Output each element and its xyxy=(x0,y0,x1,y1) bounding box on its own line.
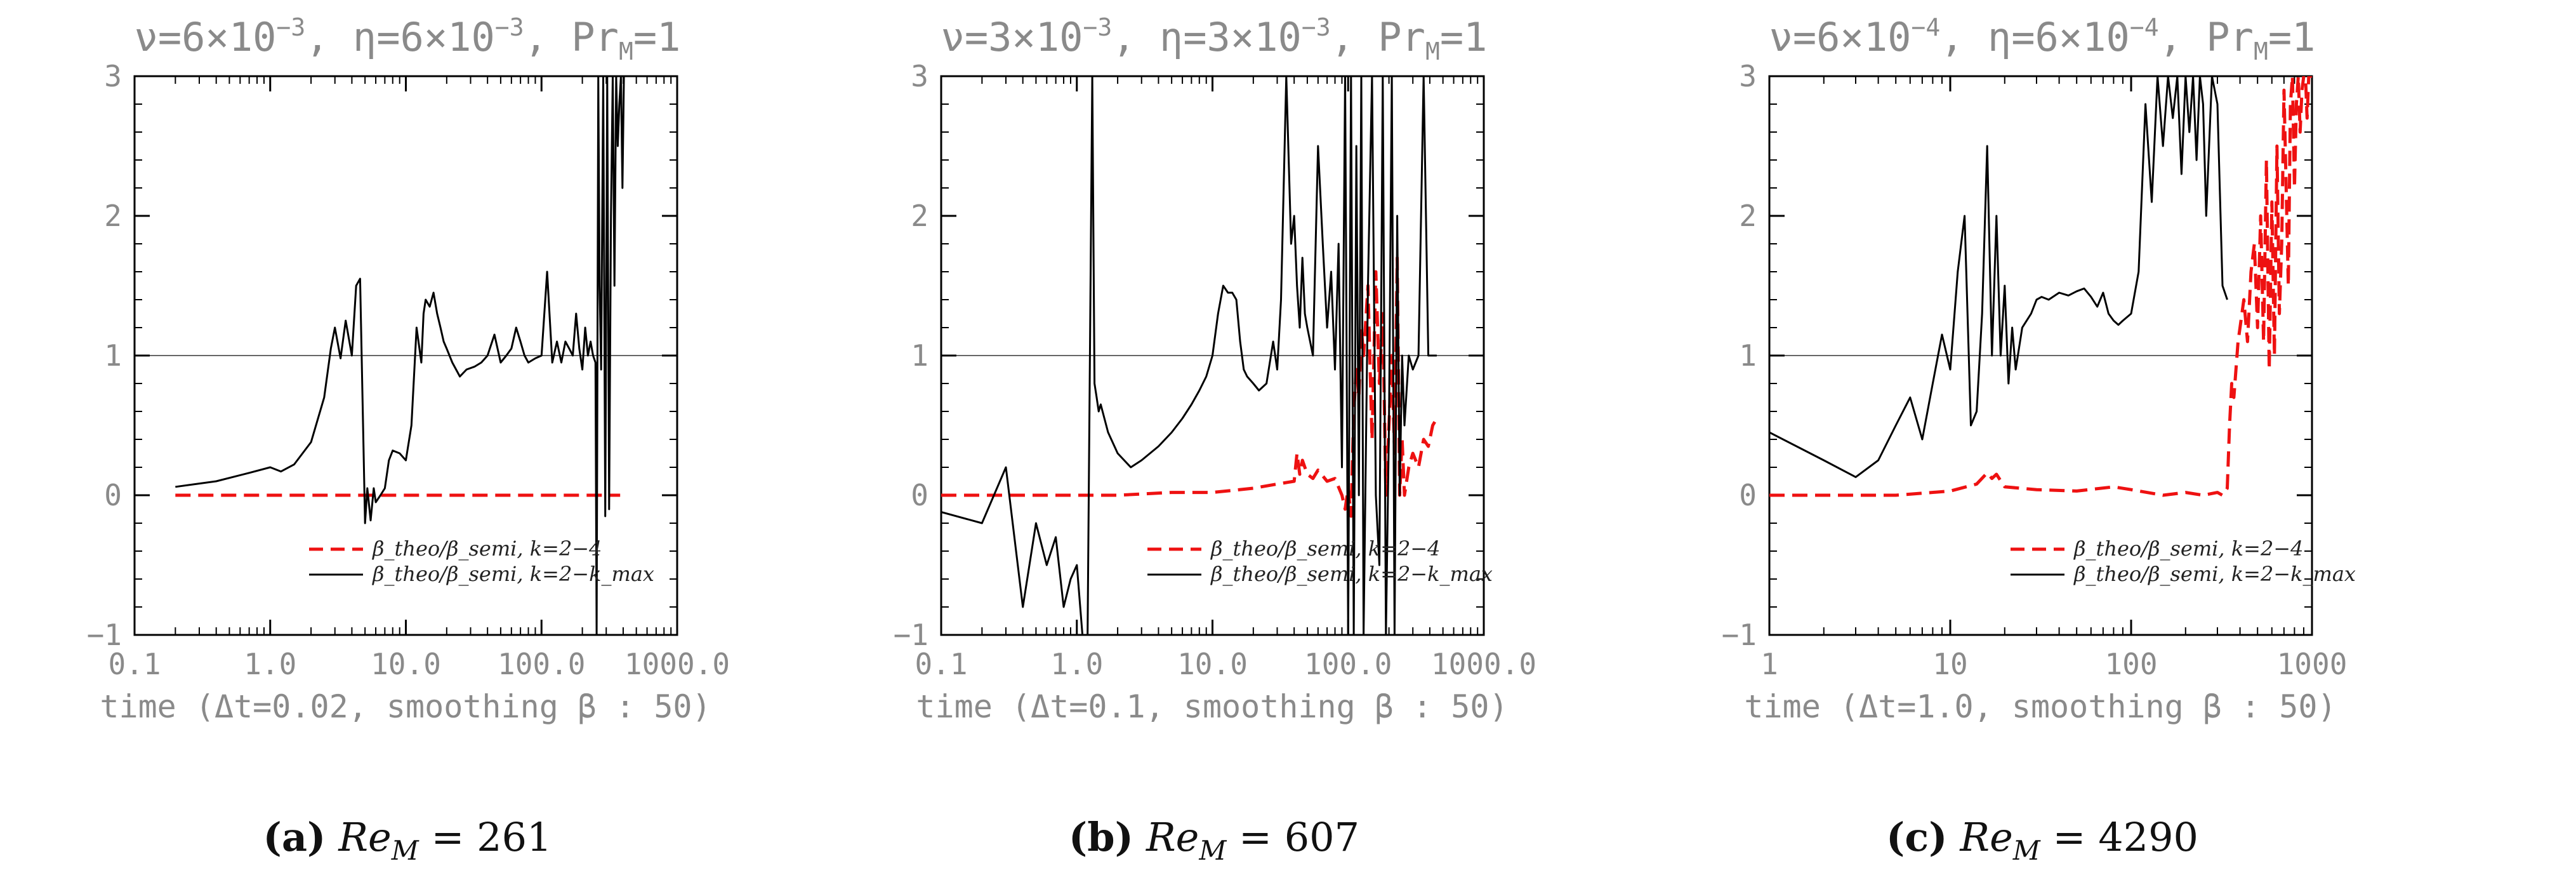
x-tick-label: 1000.0 xyxy=(624,647,730,681)
panel-a-legend: β_theo/β_semi, k=2−4 β_theo/β_semi, k=2−… xyxy=(309,536,654,586)
legend-label-black: β_theo/β_semi, k=2−k_max xyxy=(1210,562,1493,586)
y-tick-label: 3 xyxy=(911,59,928,93)
y-tick-label: 0 xyxy=(911,478,928,512)
panel-a-title: ν=6×10−3, η=6×10−3, PrM=1 xyxy=(135,13,681,65)
panel-a: ν=6×10−3, η=6×10−3, PrM=1 0.1 1.0 10.0 100.… xyxy=(87,13,730,866)
panel-b-xlabel: time (Δt=0.1, smoothing β : 50) xyxy=(916,688,1508,725)
x-tick-label: 100.0 xyxy=(1304,647,1392,681)
x-tick-label: 100.0 xyxy=(498,647,585,681)
y-tick-label: 2 xyxy=(911,199,928,233)
panel-c: ν=6×10−4, η=6×10−4, PrM=1 1 10 100 1000−101… xyxy=(1722,13,2356,866)
x-tick-label: 0.1 xyxy=(108,647,161,681)
y-tick-label: −1 xyxy=(87,618,122,652)
panel-a-ticks: 0.1 1.0 10.0 100.0 1000.0 −1 0 1 2 3 xyxy=(87,59,730,681)
series-line-k2-4 xyxy=(1769,76,2312,497)
panel-a-xlabel: time (Δt=0.02, smoothing β : 50) xyxy=(100,688,711,725)
series-line-k2-kmax xyxy=(175,76,625,635)
x-tick-label: 1 xyxy=(1760,647,1778,681)
panel-c-series xyxy=(1769,76,2312,497)
panel-b-title: ν=3×10−3, η=3×10−3, PrM=1 xyxy=(941,13,1488,65)
legend-label-black: β_theo/β_semi, k=2−k_max xyxy=(2073,562,2356,586)
y-tick-label: 0 xyxy=(1739,478,1757,512)
y-tick-label: 2 xyxy=(104,199,122,233)
y-tick-label: −1 xyxy=(1722,618,1757,652)
y-tick-label: 2 xyxy=(1739,199,1757,233)
panel-c-legend: β_theo/β_semi, k=2−4 β_theo/β_semi, k=2−… xyxy=(2011,536,2356,586)
y-tick-label: 3 xyxy=(104,59,122,93)
panel-b-legend: β_theo/β_semi, k=2−4 β_theo/β_semi, k=2−… xyxy=(1147,536,1493,586)
panel-c-title: ν=6×10−4, η=6×10−4, PrM=1 xyxy=(1769,13,2316,65)
y-tick-label: 1 xyxy=(1739,338,1757,373)
y-tick-label: 0 xyxy=(104,478,122,512)
series-line-k2-kmax xyxy=(941,76,1437,635)
x-tick-label: 1.0 xyxy=(1050,647,1103,681)
legend-label-red: β_theo/β_semi, k=2−4 xyxy=(2073,536,2303,561)
x-tick-label: 1000 xyxy=(2277,647,2348,681)
x-tick-label: 10.0 xyxy=(1177,647,1248,681)
x-tick-label: 1.0 xyxy=(244,647,296,681)
panel-c-xlabel: time (Δt=1.0, smoothing β : 50) xyxy=(1744,688,2336,725)
panel-a-series xyxy=(175,76,625,635)
y-tick-label: 3 xyxy=(1739,59,1757,93)
y-tick-label: 1 xyxy=(911,338,928,373)
legend-label-red: β_theo/β_semi, k=2−4 xyxy=(1210,536,1440,561)
legend-label-red: β_theo/β_semi, k=2−4 xyxy=(372,536,602,561)
y-tick-label: −1 xyxy=(894,618,928,652)
panel-a-caption: (a) ReM = 261 xyxy=(263,814,552,866)
panel-b-series xyxy=(941,76,1439,635)
panel-b-ticks: 0.1 1.0 10.0 100.0 1000.0 −1 0 1 2 3 xyxy=(894,59,1536,681)
x-tick-label: 1000.0 xyxy=(1431,647,1536,681)
y-tick-label: 1 xyxy=(104,338,122,373)
panel-b-caption: (b) ReM = 607 xyxy=(1069,814,1359,866)
x-tick-label: 10.0 xyxy=(371,647,441,681)
legend-label-black: β_theo/β_semi, k=2−k_max xyxy=(372,562,654,586)
x-tick-label: 10 xyxy=(1932,647,1967,681)
panel-c-caption: (c) ReM = 4290 xyxy=(1886,814,2198,866)
series-line-k2-kmax xyxy=(1769,76,2228,478)
panel-c-ticks: 1 10 100 1000 −1 0 1 2 3 xyxy=(1722,59,2348,681)
panel-b: ν=3×10−3, η=3×10−3, PrM=1 0.1 1.0 10.0 100.… xyxy=(894,13,1536,866)
x-tick-label: 100 xyxy=(2104,647,2157,681)
x-tick-label: 0.1 xyxy=(915,647,967,681)
